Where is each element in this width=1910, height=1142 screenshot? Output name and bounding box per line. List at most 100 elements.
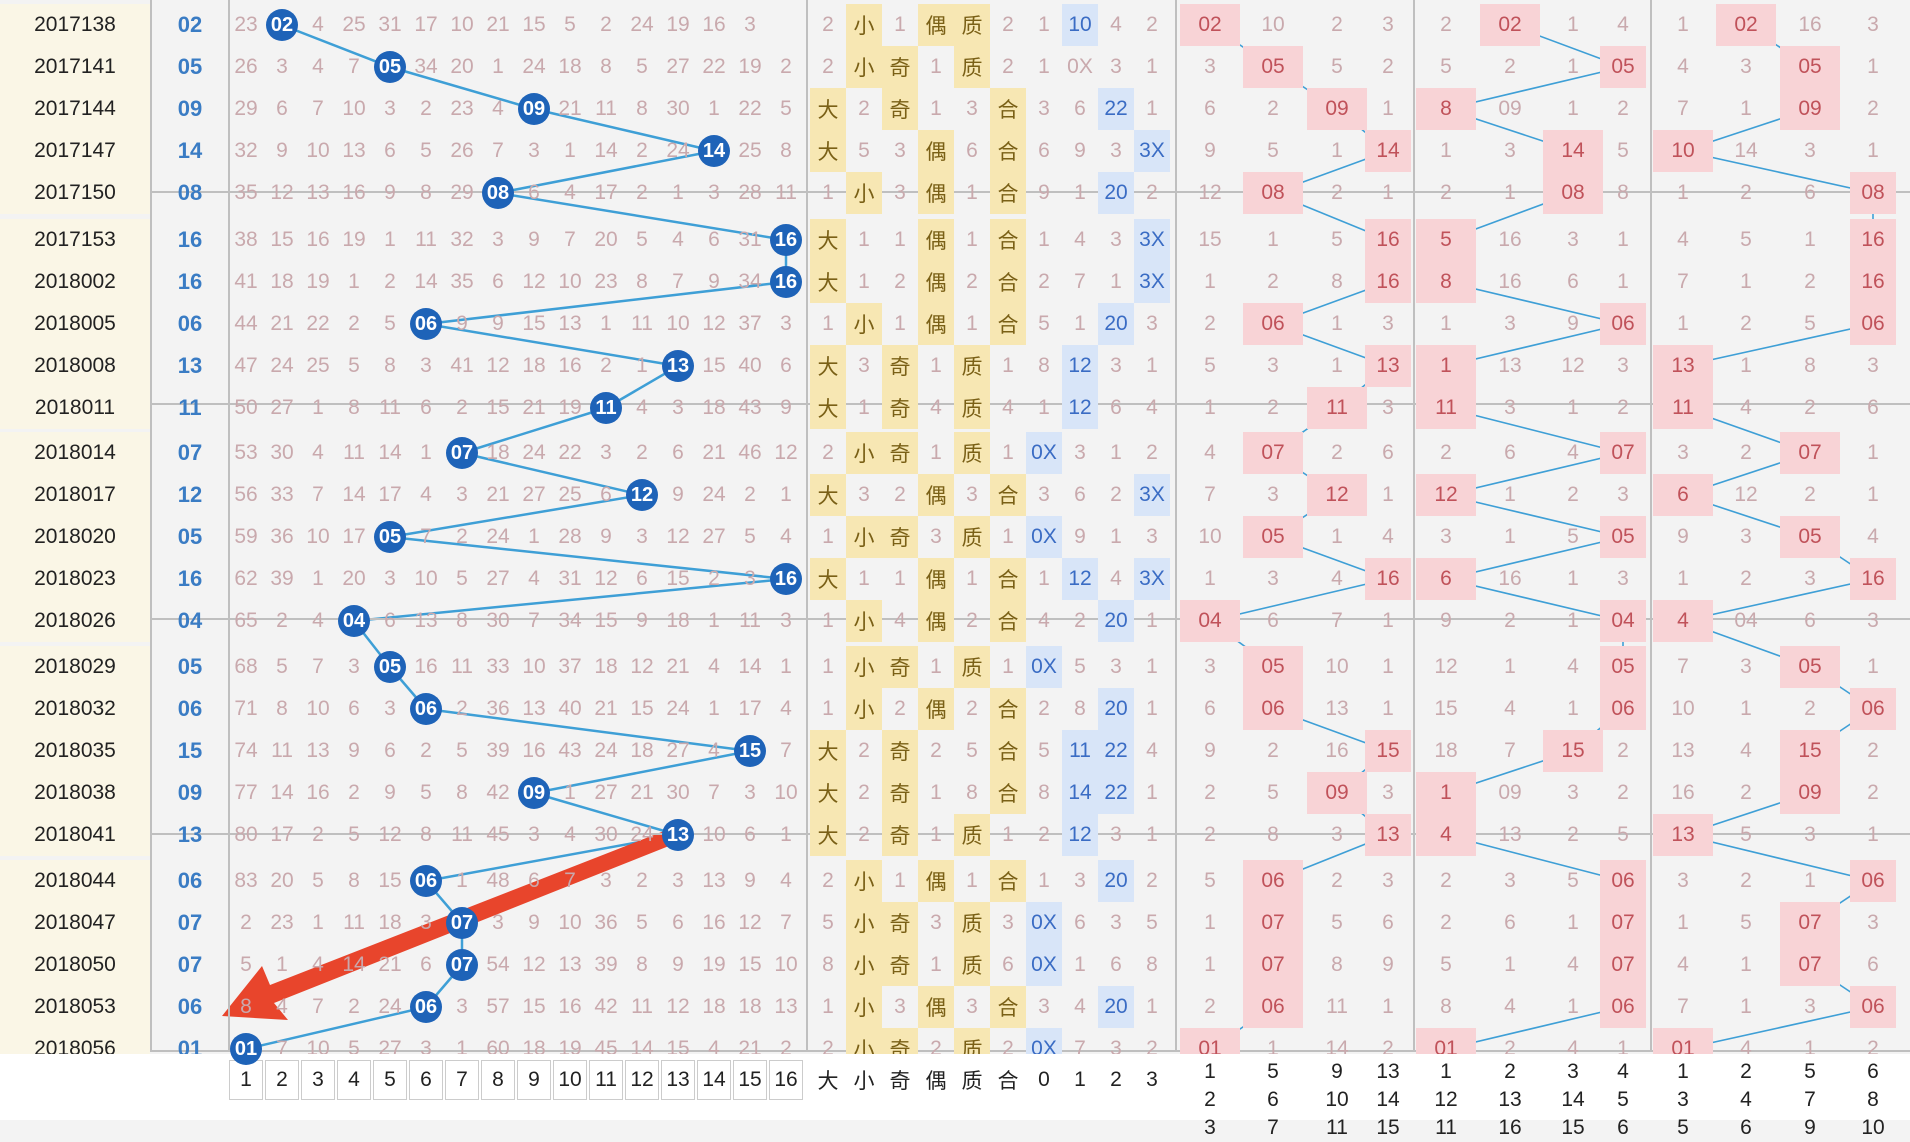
period-id: 2017150: [0, 172, 150, 214]
attribute-cell: 3X: [1134, 130, 1170, 172]
group-cell: 5: [1567, 525, 1579, 548]
group-cell: 06: [1850, 860, 1896, 902]
footer-number: 13: [661, 1060, 695, 1100]
group-cell: 5: [1204, 869, 1216, 892]
attribute-cell: 2: [1038, 270, 1050, 293]
group-cell: 16: [1325, 739, 1349, 762]
attribute-cell: 大: [810, 814, 846, 856]
attribute-cell: 6: [1002, 953, 1014, 976]
miss-count: 4: [492, 97, 504, 120]
winning-ball: 01: [228, 1028, 264, 1070]
footer-number: 4: [337, 1060, 371, 1100]
miss-count: 3: [276, 55, 288, 78]
miss-count: 5: [420, 781, 432, 804]
miss-count: 46: [738, 441, 762, 464]
trend-line: [425, 707, 751, 753]
attribute-cell: 8: [1146, 953, 1158, 976]
group-cell: 6: [1867, 953, 1879, 976]
winning-ball: 11: [588, 387, 624, 429]
miss-count: 12: [774, 441, 798, 464]
miss-count: 20: [450, 55, 474, 78]
group-cell: 1: [1567, 911, 1579, 934]
attribute-cell: 偶: [918, 986, 954, 1028]
group-cell: 4: [1504, 697, 1516, 720]
group-cell: 6: [1416, 558, 1476, 600]
miss-count: 15: [486, 396, 510, 419]
miss-count: 43: [738, 396, 762, 419]
miss-count: 12: [666, 525, 690, 548]
group-cell: 06: [1243, 303, 1303, 345]
miss-count: 34: [558, 609, 582, 632]
group-cell: 2: [1331, 13, 1343, 36]
attribute-cell: 2: [822, 55, 834, 78]
winning-ball: 09: [516, 88, 552, 130]
miss-count: 1: [456, 869, 468, 892]
group-cell: 1: [1867, 823, 1879, 846]
group-cell: 1: [1740, 995, 1752, 1018]
group-cell: 06: [1600, 303, 1646, 345]
miss-count: 4: [672, 228, 684, 251]
miss-count: 3: [492, 228, 504, 251]
miss-count: 1: [492, 55, 504, 78]
attribute-cell: 1: [1110, 441, 1122, 464]
miss-count: 8: [636, 97, 648, 120]
attribute-cell: 合: [990, 688, 1026, 730]
miss-count: 77: [234, 781, 258, 804]
group-cell: 5: [1331, 228, 1343, 251]
miss-count: 29: [234, 97, 258, 120]
group-cell: 2: [1204, 312, 1216, 335]
attribute-cell: 质: [954, 46, 990, 88]
footer-number: 12: [625, 1060, 659, 1100]
group-cell: 5: [1416, 219, 1476, 261]
group-cell: 1: [1567, 97, 1579, 120]
miss-count: 13: [702, 869, 726, 892]
group-cell: 05: [1600, 46, 1646, 88]
miss-count: 9: [636, 609, 648, 632]
attribute-cell: 合: [990, 986, 1026, 1028]
miss-count: 1: [456, 1037, 468, 1060]
miss-count: 16: [306, 228, 330, 251]
attribute-cell: 9: [1038, 181, 1050, 204]
attribute-cell: 奇: [882, 730, 918, 772]
group-cell: 15: [1780, 730, 1840, 772]
group-cell: 1: [1677, 911, 1689, 934]
miss-count: 7: [312, 995, 324, 1018]
miss-count: 10: [702, 823, 726, 846]
miss-count: 11: [631, 995, 653, 1018]
miss-count: 10: [450, 13, 474, 36]
footer-attr: 3: [1135, 1060, 1169, 1100]
miss-count: 21: [666, 655, 690, 678]
miss-count: 59: [234, 525, 258, 548]
attribute-cell: 1: [1038, 869, 1050, 892]
group-cell: 06: [1600, 688, 1646, 730]
winning-ball: 06: [408, 688, 444, 730]
attribute-cell: 1: [930, 823, 942, 846]
group-cell: 5: [1804, 312, 1816, 335]
group-cell: 6: [1204, 697, 1216, 720]
group-cell: 2: [1331, 181, 1343, 204]
group-cell: 1: [1504, 953, 1516, 976]
attribute-cell: 1: [930, 781, 942, 804]
miss-count: 2: [600, 13, 612, 36]
miss-count: 16: [306, 781, 330, 804]
footer-group-label: 11: [1435, 1116, 1457, 1139]
miss-count: 18: [558, 55, 582, 78]
miss-count: 16: [702, 13, 726, 36]
miss-count: 24: [270, 354, 294, 377]
trend-line: [281, 23, 391, 69]
attribute-cell: 合: [990, 860, 1026, 902]
winning-number: 05: [177, 54, 203, 79]
miss-count: 14: [738, 655, 762, 678]
attribute-cell: 1: [1146, 697, 1158, 720]
attribute-cell: 5: [1146, 911, 1158, 934]
miss-count: 5: [636, 228, 648, 251]
footer-attr: 0: [1027, 1060, 1061, 1100]
group-cell: 7: [1677, 655, 1689, 678]
group-cell: 12: [1416, 474, 1476, 516]
period-id: 2018020: [0, 516, 150, 558]
miss-count: 11: [343, 911, 365, 934]
group-cell: 3: [1267, 567, 1279, 590]
group-cell: 6: [1567, 270, 1579, 293]
miss-count: 56: [234, 483, 258, 506]
attribute-cell: 1: [930, 953, 942, 976]
